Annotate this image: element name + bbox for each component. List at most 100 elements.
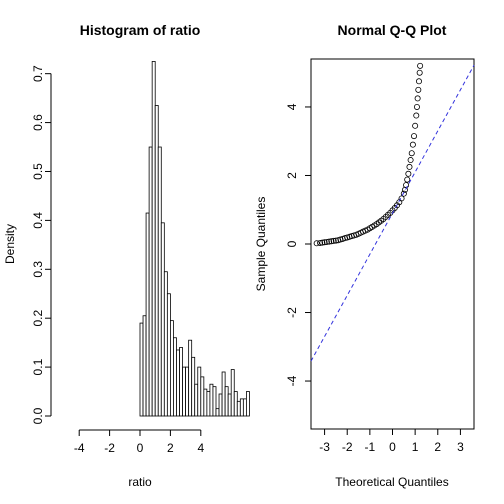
histogram-bar xyxy=(148,146,153,417)
qq-x-tick-label: -3 xyxy=(319,440,330,454)
histogram-x-tick-label: -4 xyxy=(74,441,85,455)
qq-point xyxy=(414,95,421,102)
histogram-bar xyxy=(142,315,147,417)
qq-point xyxy=(416,69,423,76)
histogram-x-label: ratio xyxy=(128,475,152,489)
histogram-bar xyxy=(200,376,205,417)
qq-point xyxy=(415,86,422,93)
histogram-y-tick-label: 0.5 xyxy=(31,163,45,180)
qq-point xyxy=(405,170,412,177)
histogram-bar xyxy=(151,61,156,417)
qq-y-label: Sample Quantiles xyxy=(254,197,268,292)
qq-point xyxy=(411,133,418,140)
histogram-bar xyxy=(206,391,211,417)
qq-point xyxy=(400,190,407,197)
histogram-bar xyxy=(212,386,217,417)
qq-point xyxy=(332,237,339,244)
histogram-y-tick-label: 0.4 xyxy=(31,212,45,229)
qq-point xyxy=(404,176,411,183)
histogram-x-tick-label: -2 xyxy=(104,441,115,455)
histogram-x-tick-label: 2 xyxy=(167,441,174,455)
histogram-x-axis: -4 -2 0 2 4 xyxy=(74,429,204,455)
histogram-y-axis: 0.0 0.1 0.2 0.3 0.4 0.5 0.6 0.7 xyxy=(31,65,52,424)
histogram-bar xyxy=(166,293,171,417)
histogram-bar xyxy=(145,212,150,417)
qq-y-tick-label: -4 xyxy=(285,375,299,386)
qq-y-tick-label: 0 xyxy=(285,240,299,247)
qq-point xyxy=(417,62,424,69)
histogram-y-tick-label: 0.7 xyxy=(31,65,45,82)
histogram-bar xyxy=(182,366,186,417)
histogram-y-tick-label: 0.3 xyxy=(31,261,45,278)
histogram-bar xyxy=(176,349,180,417)
qq-point xyxy=(415,78,422,85)
histogram-bar xyxy=(179,347,183,417)
histogram-bar xyxy=(218,393,223,417)
qq-point xyxy=(317,239,324,246)
histogram-y-tick-label: 0.1 xyxy=(31,358,45,375)
histogram-bar xyxy=(139,322,144,417)
histogram-x-tick-label: 0 xyxy=(137,441,144,455)
qq-panel: Normal Q-Q Plot -3 -2 -1 0 1 2 3 -4 -2 0 2 4 Theor… xyxy=(254,22,475,489)
qq-point xyxy=(408,150,415,157)
qq-point xyxy=(323,238,330,245)
qq-point xyxy=(413,112,420,119)
qq-title: Normal Q-Q Plot xyxy=(338,22,447,38)
qq-x-tick-label: -1 xyxy=(365,440,376,454)
qq-point xyxy=(409,141,416,148)
histogram-bars xyxy=(139,61,250,417)
qq-y-axis: -4 -2 0 2 4 xyxy=(285,103,311,386)
histogram-bar xyxy=(227,393,232,417)
qq-x-tick-label: 3 xyxy=(457,440,464,454)
qq-x-label: Theoretical Quantiles xyxy=(335,475,448,489)
histogram-bar xyxy=(203,388,208,417)
qq-x-tick-label: 1 xyxy=(412,440,419,454)
qq-plot-box xyxy=(310,58,475,430)
histogram-bar xyxy=(157,146,162,417)
qq-point xyxy=(407,157,414,164)
histogram-bar xyxy=(173,337,177,417)
qq-points xyxy=(313,62,424,247)
qq-point xyxy=(413,103,420,110)
qq-point xyxy=(330,237,337,244)
qq-point xyxy=(326,238,333,245)
qq-x-tick-label: 2 xyxy=(434,440,441,454)
histogram-bar xyxy=(233,391,238,417)
histogram-bar xyxy=(154,105,159,417)
qq-point xyxy=(412,122,419,129)
histogram-y-label: Density xyxy=(3,224,17,264)
qq-x-axis: -3 -2 -1 0 1 2 3 xyxy=(319,429,464,454)
qq-point xyxy=(319,239,326,246)
histogram-bar xyxy=(163,271,168,417)
histogram-bar xyxy=(242,398,247,417)
histogram-bar xyxy=(160,222,165,417)
histogram-bar xyxy=(188,339,193,417)
histogram-bar xyxy=(197,366,202,417)
histogram-bar xyxy=(230,369,235,417)
histogram-bar xyxy=(191,356,196,417)
histogram-y-tick-label: 0.6 xyxy=(31,114,45,131)
qq-reference-line xyxy=(310,64,475,362)
qq-x-tick-label: 0 xyxy=(389,440,396,454)
histogram-panel: Histogram of ratio -4 -2 0 2 4 0.00.10.20.30… xyxy=(3,22,250,489)
qq-point xyxy=(398,195,405,202)
histogram-x-tick-label: 4 xyxy=(197,441,204,455)
qq-point xyxy=(403,182,410,189)
histogram-bar xyxy=(236,400,241,417)
histogram-bar xyxy=(169,320,174,417)
qq-y-tick-label: 4 xyxy=(285,103,299,110)
histogram-bar xyxy=(185,366,190,417)
histogram-bar xyxy=(245,391,250,417)
histogram-title: Histogram of ratio xyxy=(80,22,201,38)
qq-point xyxy=(321,239,328,246)
histogram-bar xyxy=(224,386,229,417)
histogram-bar xyxy=(194,383,199,417)
histogram-y-tick-label: 0.2 xyxy=(31,310,45,327)
histogram-bar xyxy=(215,408,220,417)
qq-point xyxy=(406,163,413,170)
qq-point xyxy=(313,240,320,247)
qq-point xyxy=(328,238,335,245)
qq-x-tick-label: -2 xyxy=(342,440,353,454)
histogram-bar xyxy=(221,371,226,417)
